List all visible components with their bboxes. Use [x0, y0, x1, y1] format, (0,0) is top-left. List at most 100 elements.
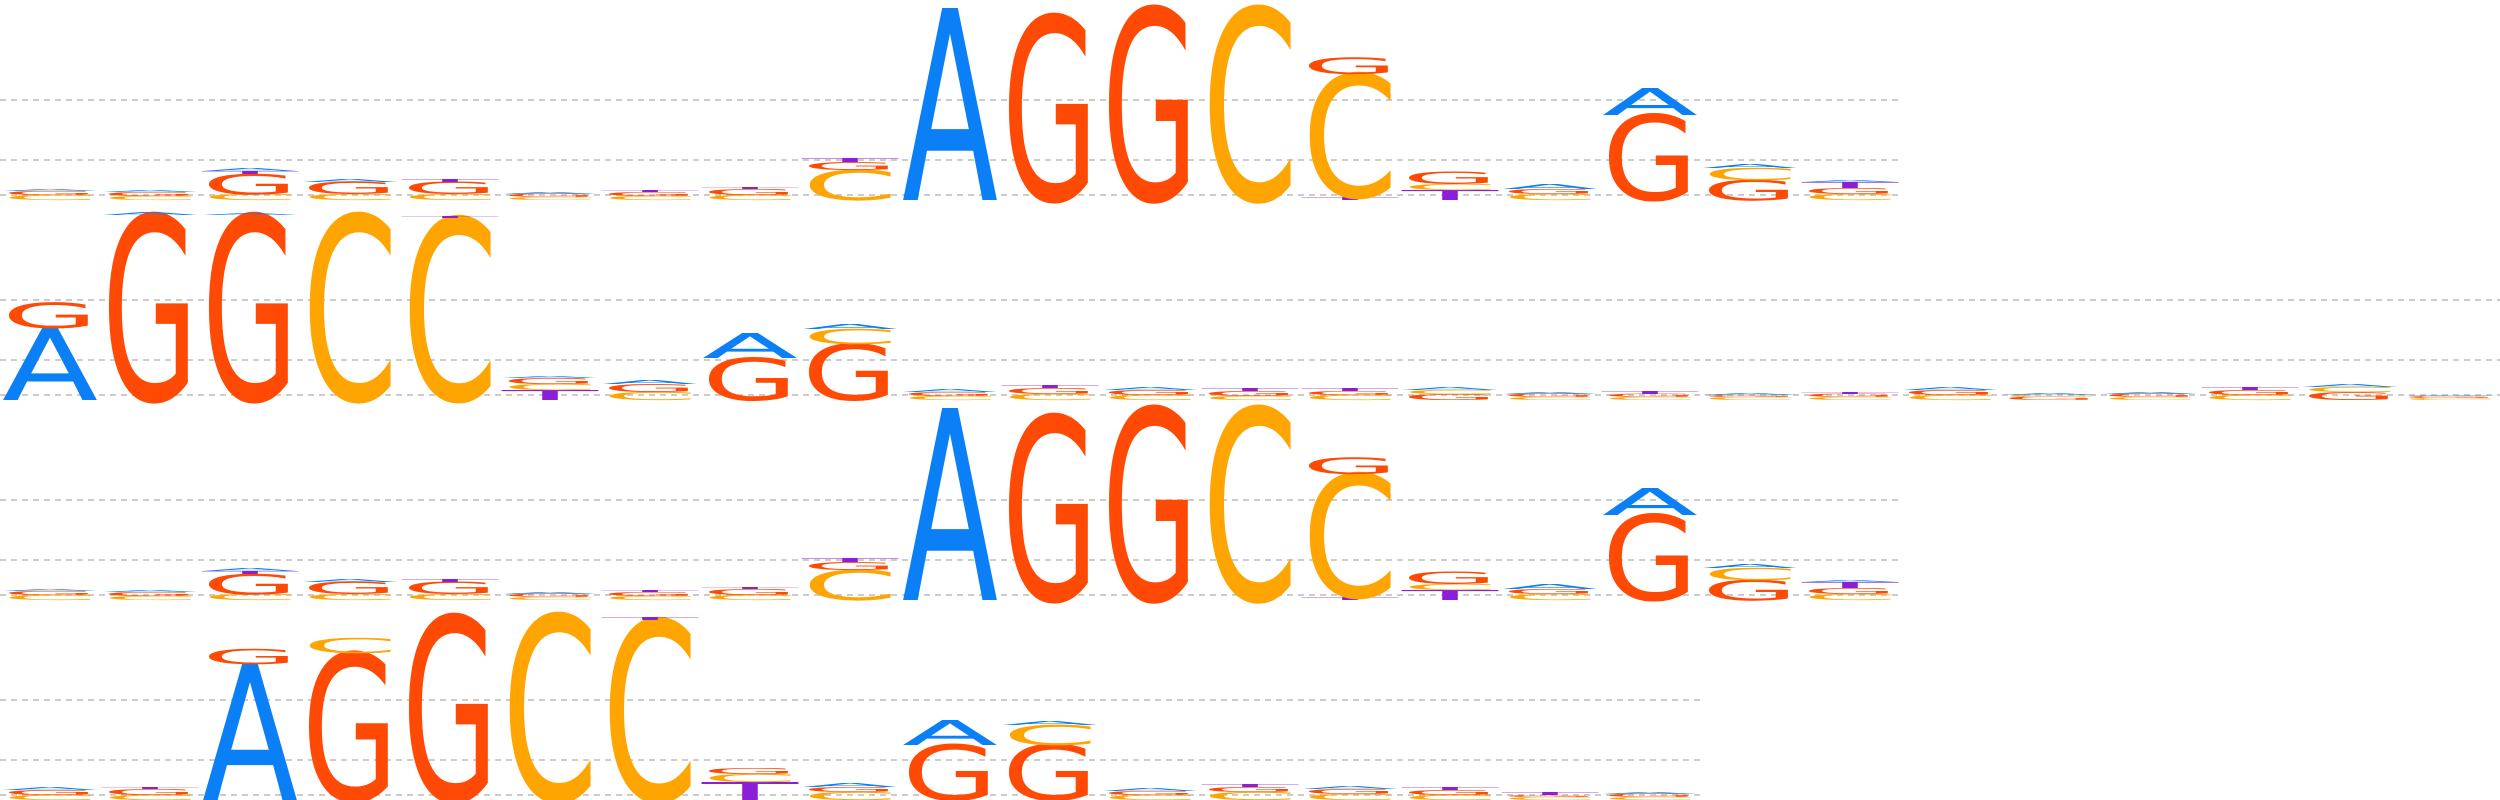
letter: C — [1002, 392, 1098, 402]
letter: C — [102, 195, 198, 201]
letter: G — [2, 590, 98, 596]
letter: C — [602, 595, 698, 601]
letter: G — [2002, 396, 2098, 401]
letter: C — [2, 794, 98, 800]
letter: T — [1500, 791, 1600, 796]
letter: G — [1202, 786, 1298, 794]
letter: G — [1102, 355, 1198, 662]
letter: A — [1602, 481, 1698, 524]
letter: C — [1202, 395, 1298, 401]
letter: A — [1502, 183, 1598, 191]
letter: A — [202, 567, 298, 572]
letter: A — [502, 591, 598, 594]
letter: A — [1802, 579, 1898, 582]
letter: G — [1802, 586, 1898, 596]
letter: A — [2002, 392, 2098, 395]
letter: A — [1602, 791, 1698, 794]
letter: G — [502, 193, 598, 198]
letter: C — [602, 195, 698, 201]
letter: G — [1702, 575, 1798, 607]
letter: T — [400, 178, 500, 183]
letter: G — [402, 567, 498, 800]
letter: A — [1102, 386, 1198, 391]
letter: T — [1400, 187, 1499, 203]
letter: C — [502, 196, 598, 201]
letter: A — [2, 588, 98, 591]
letter: A — [1402, 386, 1498, 391]
letter: C — [202, 192, 298, 202]
letter: G — [2302, 390, 2398, 403]
letter: C — [1702, 165, 1798, 184]
letter: C — [2, 594, 98, 602]
letter: G — [602, 591, 698, 597]
letter: A — [602, 379, 698, 385]
letter: C — [1602, 796, 1698, 800]
letter: G — [102, 166, 198, 461]
letter: T — [1300, 596, 1400, 601]
letter: G — [2202, 389, 2298, 397]
letter: G — [1602, 393, 1698, 398]
letter: T — [600, 616, 700, 621]
letter: A — [1602, 81, 1698, 124]
letter: G — [1002, 367, 1098, 660]
letter: G — [1602, 793, 1698, 798]
letter: A — [1702, 163, 1798, 169]
letter: A — [2, 310, 98, 424]
letter: A — [1502, 391, 1598, 394]
letter: G — [2, 789, 98, 797]
letter: T — [1800, 580, 1900, 590]
letter: C — [1102, 794, 1198, 800]
letter: C — [2202, 394, 2298, 402]
letter: T — [1300, 196, 1400, 201]
letter: C — [102, 595, 198, 601]
letter: G — [502, 376, 598, 386]
letter: C — [702, 594, 798, 602]
letter: A — [902, 355, 998, 662]
letter: C — [402, 168, 498, 459]
letter: C — [302, 166, 398, 461]
letter: T — [1800, 180, 1900, 190]
letter: A — [302, 578, 398, 583]
letter: G — [502, 593, 598, 598]
letter: C — [1402, 182, 1498, 192]
letter: T — [1000, 384, 1100, 389]
letter: A — [502, 375, 598, 378]
letter: G — [1802, 393, 1898, 398]
letter: G — [1402, 169, 1498, 188]
letter: G — [1002, 386, 1098, 396]
letter: G — [702, 587, 798, 597]
letter: A — [802, 782, 898, 788]
letter: G — [1502, 794, 1598, 797]
letter: G — [102, 191, 198, 197]
letter: A — [2302, 383, 2398, 388]
letter: T — [1200, 783, 1300, 788]
letter: A — [2402, 395, 2498, 397]
letter: G — [1602, 492, 1698, 628]
letter: A — [202, 212, 298, 215]
letter: G — [1002, 0, 1098, 260]
letter: C — [1302, 40, 1398, 237]
letter: G — [1102, 0, 1198, 262]
letter: C — [302, 192, 398, 202]
letter: G — [402, 179, 498, 198]
letter: C — [502, 382, 598, 392]
letter: C — [2102, 396, 2198, 401]
letter: C — [402, 192, 498, 202]
letter: T — [700, 777, 799, 800]
letter: C — [2302, 386, 2398, 394]
letter: C — [502, 596, 598, 601]
letter: G — [302, 579, 398, 598]
letter: G — [2102, 393, 2198, 398]
letter: C — [1802, 192, 1898, 202]
letter: T — [700, 586, 800, 589]
letter: T — [100, 786, 200, 789]
letter: G — [702, 187, 798, 197]
letter: G — [102, 591, 198, 597]
letter: A — [902, 0, 998, 262]
letter: A — [2102, 391, 2198, 394]
letter: T — [2200, 386, 2300, 391]
letter: A — [1302, 785, 1398, 790]
